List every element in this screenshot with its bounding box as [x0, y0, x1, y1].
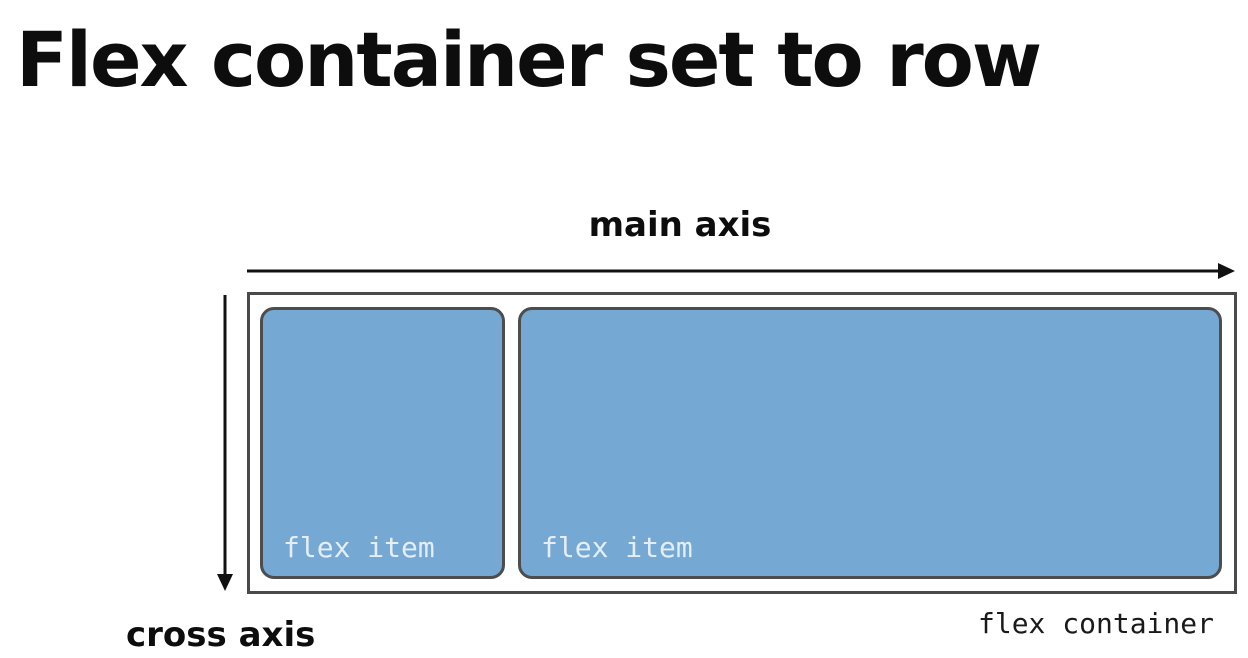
cross-axis-label: cross axis	[126, 615, 316, 655]
main-axis-arrow	[247, 263, 1235, 279]
flex-item-label: flex item	[541, 531, 693, 564]
main-axis-label: main axis	[588, 205, 772, 245]
page-title: Flex container set to row	[16, 15, 1042, 104]
flex-item-2: flex item	[518, 307, 1222, 579]
flex-item-1: flex item	[260, 307, 505, 579]
flex-container-label: flex container	[977, 607, 1214, 640]
flex-item-label: flex item	[283, 531, 435, 564]
cross-axis-arrow	[217, 295, 233, 591]
flex-container-box: flex item flex item	[247, 292, 1237, 594]
